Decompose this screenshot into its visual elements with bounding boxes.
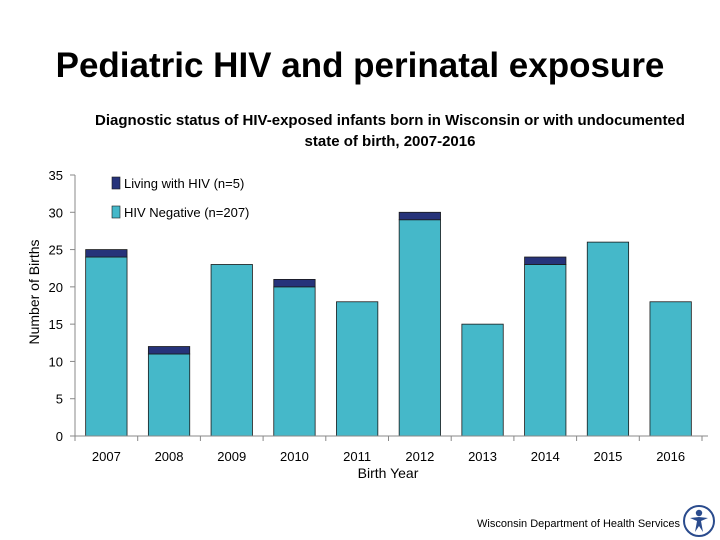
x-axis: 2007 2008 2009 2010 2011 2012 2013 2014 2015 2016 — [74, 435, 708, 464]
slide-title: Pediatric HIV and perinatal exposure — [55, 46, 665, 85]
bar-hiv-negative-2009 — [210, 264, 253, 437]
bar-hiv-negative-2016 — [649, 301, 692, 437]
y-tick-label: 5 — [56, 392, 63, 407]
dhs-logo-icon — [683, 505, 715, 537]
y-tick-label: 35 — [49, 168, 63, 183]
x-tick-label: 2011 — [343, 449, 371, 464]
x-tick-label: 2010 — [280, 449, 309, 464]
y-tick-label: 0 — [56, 429, 63, 444]
bar-living-with-hiv-2008 — [147, 346, 191, 355]
y-tick-label: 10 — [49, 354, 63, 369]
bar-hiv-negative-2008 — [147, 353, 191, 437]
chart-title-line-1: Diagnostic status of HIV-exposed infants… — [95, 112, 685, 129]
bar-living-with-hiv-2007 — [85, 249, 128, 258]
y-axis: 0 5 10 15 20 25 30 35 — [49, 168, 76, 444]
x-tick-label: 2016 — [656, 449, 685, 464]
legend-label-negative: HIV Negative (n=207) — [124, 205, 249, 220]
bar-hiv-negative-2011 — [336, 301, 379, 437]
y-tick-label: 20 — [49, 280, 63, 295]
footer-text: Wisconsin Department of Health Services — [477, 518, 680, 530]
bar-hiv-negative-2010 — [273, 286, 316, 437]
bar-living-with-hiv-2010 — [273, 278, 316, 288]
legend-label-living: Living with HIV (n=5) — [124, 176, 244, 191]
y-tick-label: 15 — [49, 317, 63, 332]
x-tick-label: 2015 — [593, 449, 622, 464]
bar-hiv-negative-2012 — [398, 219, 441, 437]
legend-swatch-negative — [111, 205, 121, 219]
bar-hiv-negative-2013 — [461, 323, 504, 437]
x-tick-label: 2012 — [405, 449, 434, 464]
x-tick-label: 2013 — [468, 449, 497, 464]
y-axis-label: Number of Births — [26, 239, 42, 344]
bar-living-with-hiv-2014 — [524, 256, 567, 265]
bars — [85, 211, 692, 437]
x-tick-label: 2008 — [155, 449, 184, 464]
y-tick-label: 25 — [49, 243, 63, 258]
bar-hiv-negative-2015 — [586, 241, 630, 437]
bar-living-with-hiv-2012 — [398, 211, 441, 221]
legend: Living with HIV (n=5) HIV Negative (n=207… — [111, 176, 249, 220]
x-tick-label: 2009 — [217, 449, 246, 464]
chart-title: Diagnostic status of HIV-exposed infants… — [60, 110, 720, 152]
legend-swatch-living — [111, 176, 121, 190]
x-axis-label: Birth Year — [358, 465, 419, 481]
chart-title-line-2: state of birth, 2007-2016 — [304, 133, 476, 150]
bar-hiv-negative-2014 — [524, 264, 567, 437]
x-tick-label: 2014 — [531, 449, 560, 464]
bar-hiv-negative-2007 — [85, 256, 128, 437]
y-tick-label: 30 — [49, 205, 63, 220]
x-tick-label: 2007 — [92, 449, 121, 464]
